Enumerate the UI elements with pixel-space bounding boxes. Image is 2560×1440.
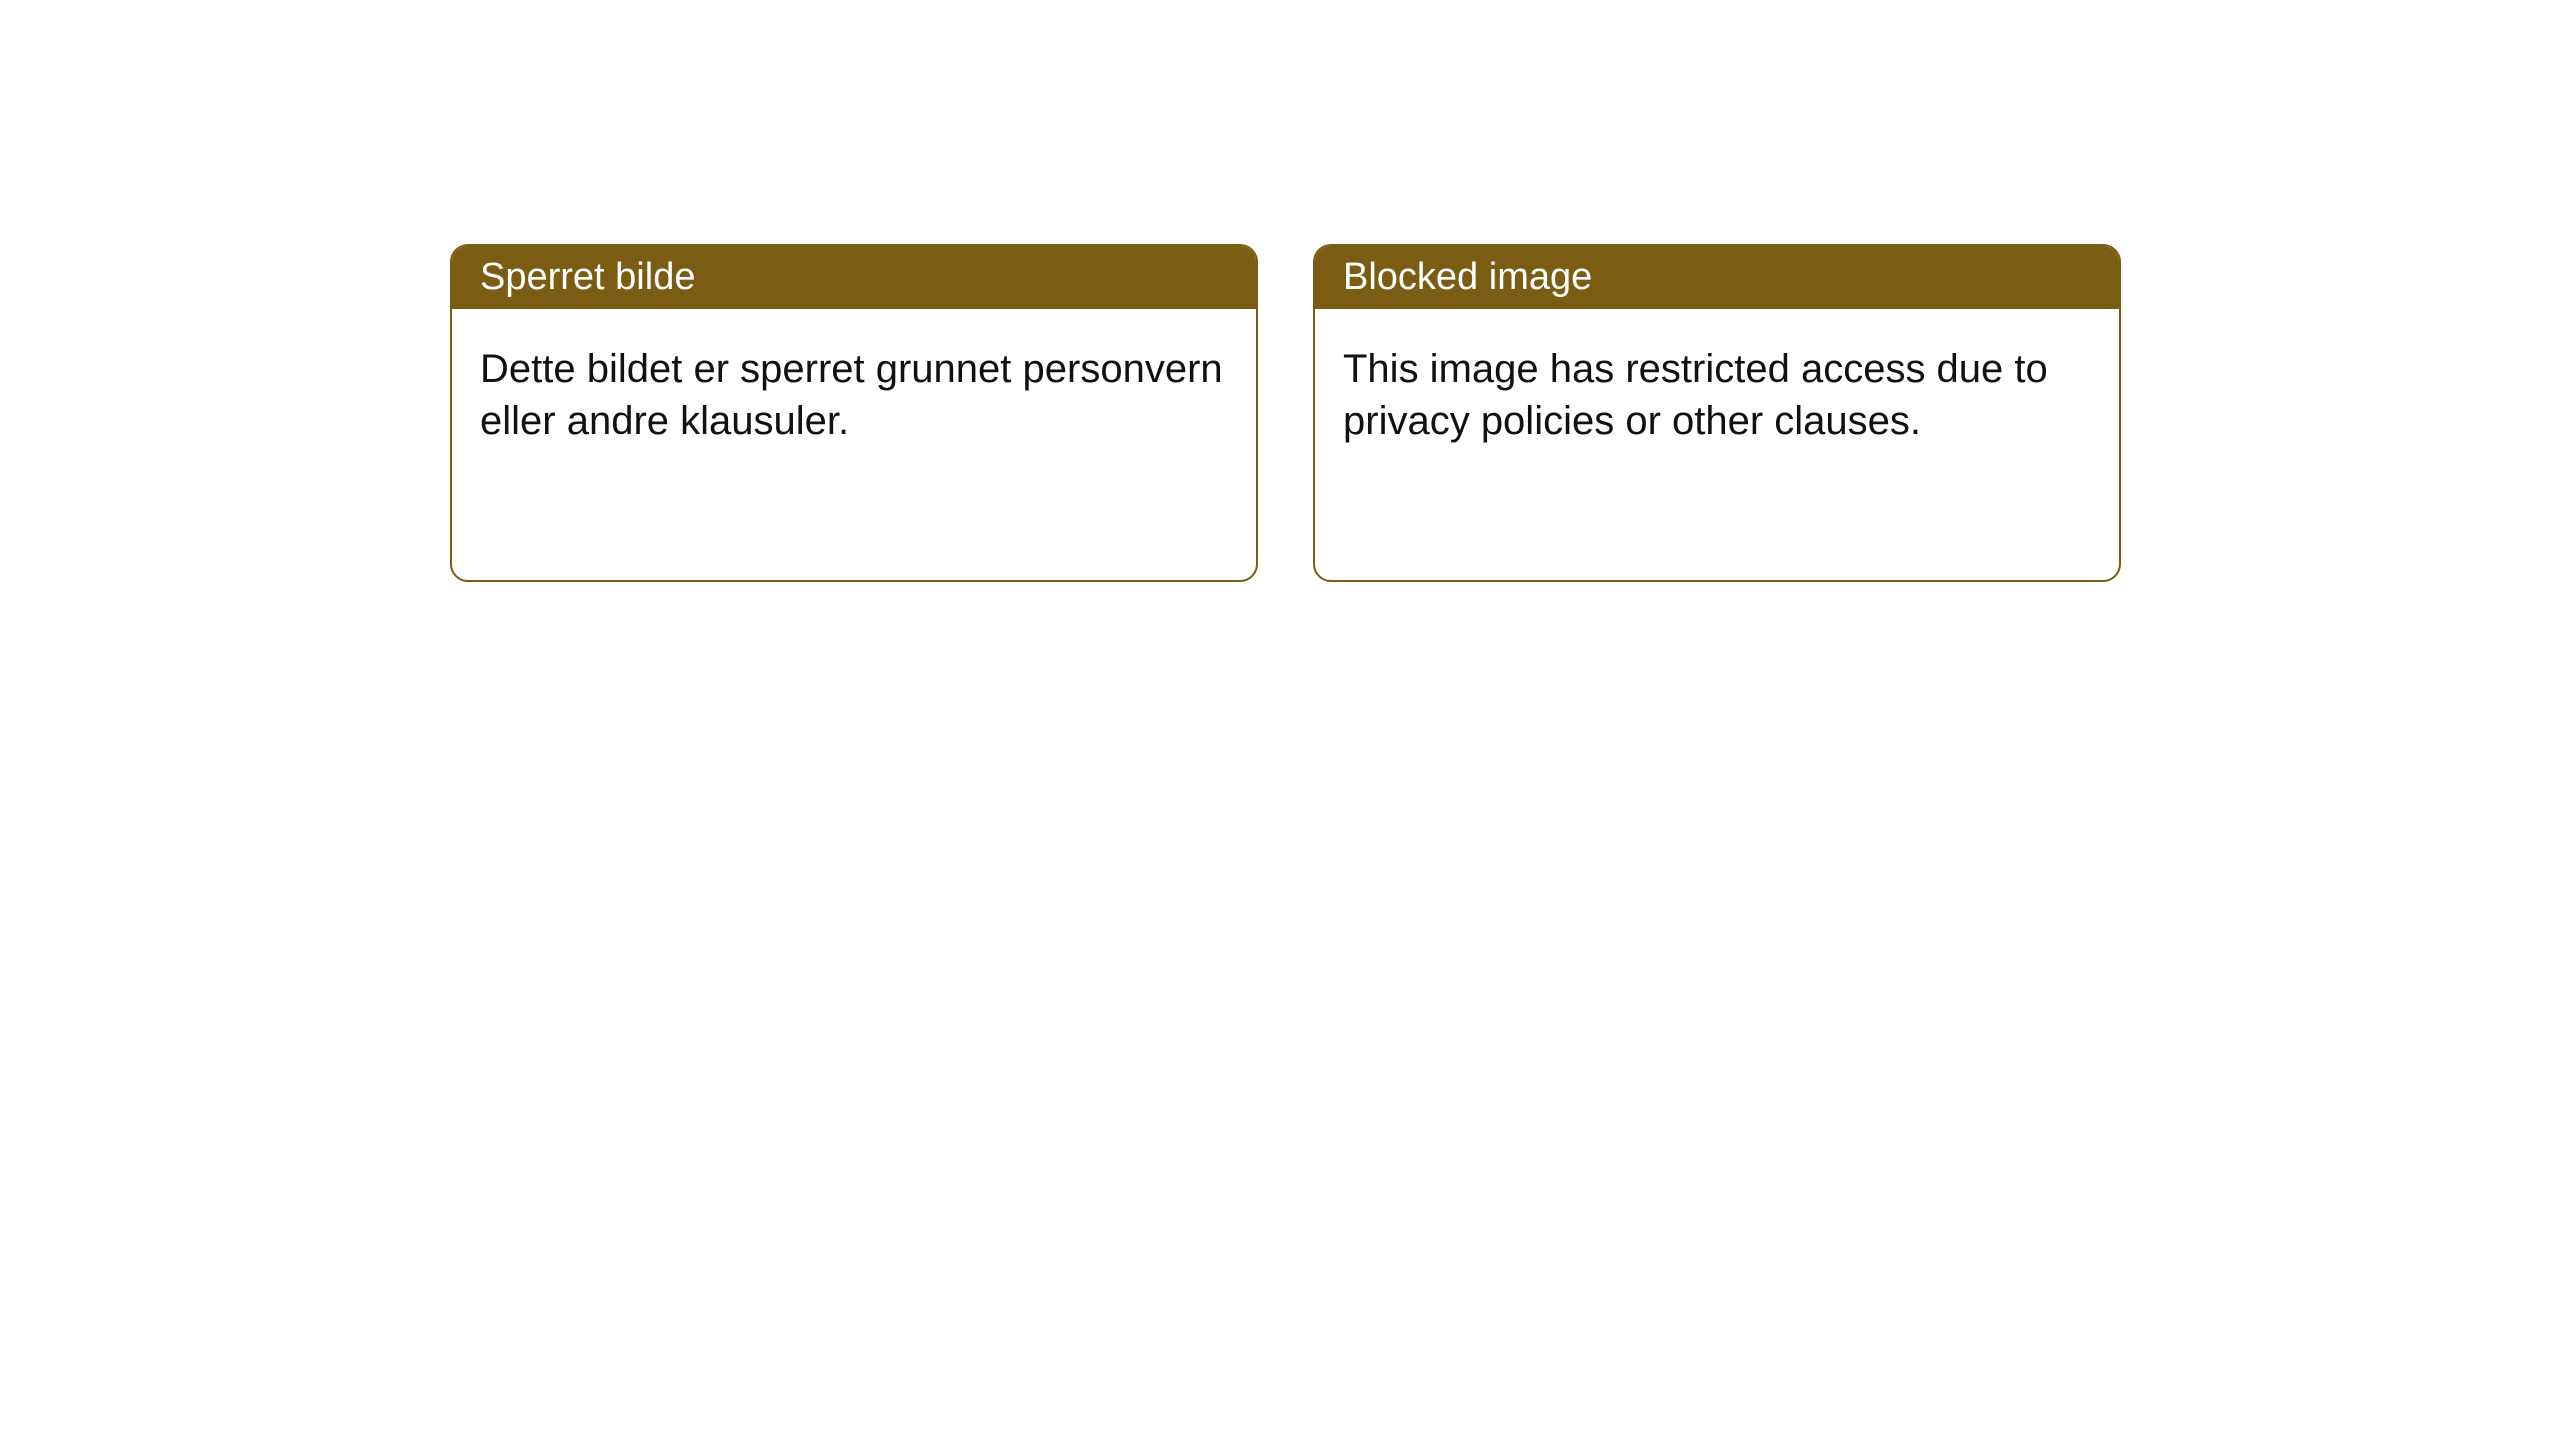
notice-body-english: This image has restricted access due to … [1315, 309, 2119, 481]
notice-title-english: Blocked image [1315, 246, 2119, 309]
notice-body-norwegian: Dette bildet er sperret grunnet personve… [452, 309, 1256, 481]
notice-card-english: Blocked image This image has restricted … [1313, 244, 2121, 582]
notice-card-norwegian: Sperret bilde Dette bildet er sperret gr… [450, 244, 1258, 582]
notice-container: Sperret bilde Dette bildet er sperret gr… [0, 0, 2560, 582]
notice-title-norwegian: Sperret bilde [452, 246, 1256, 309]
